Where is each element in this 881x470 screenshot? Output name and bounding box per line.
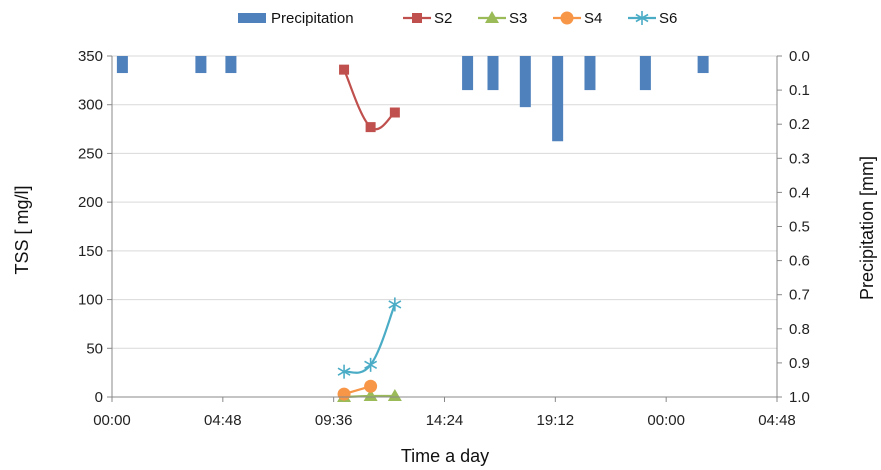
- legend-label-s4: S4: [584, 10, 602, 27]
- legend-marker-s4: [560, 11, 574, 25]
- precipitation-bars: [116, 56, 709, 142]
- legend-marker-s6: [635, 11, 649, 25]
- y-tick-label: 0: [95, 389, 103, 406]
- data-point-s2: [365, 122, 376, 133]
- y-tick-label: 50: [86, 340, 103, 357]
- data-point-s6: [388, 297, 402, 312]
- legend-label-s3: S3: [509, 10, 527, 27]
- legend-label-s2: S2: [434, 10, 452, 27]
- data-point-s6: [337, 364, 351, 379]
- precipitation-bar: [462, 56, 474, 91]
- y-tick-label: 350: [78, 48, 103, 65]
- y2-tick-label: 0.1: [789, 82, 810, 99]
- y2-tick-label: 1.0: [789, 389, 810, 406]
- star-stroke: [364, 360, 378, 370]
- star-stroke: [388, 300, 402, 309]
- star-stroke: [337, 367, 351, 376]
- precipitation-bar: [487, 56, 499, 91]
- legend-label-precipitation: Precipitation: [271, 10, 354, 27]
- precipitation-bar: [225, 56, 237, 74]
- x-tick-label: 04:48: [758, 412, 796, 429]
- x-tick-label: 19:12: [537, 412, 575, 429]
- y-tick-label: 300: [78, 97, 103, 114]
- x-tick-label: 00:00: [93, 412, 131, 429]
- x-tick-label: 14:24: [426, 412, 464, 429]
- precipitation-bar: [697, 56, 709, 74]
- precipitation-bar: [584, 56, 596, 91]
- precipitation-bar: [552, 56, 564, 142]
- legend: Precipitation S2 S3 S4 S6: [238, 10, 677, 27]
- series-lines: [337, 64, 402, 402]
- x-tick-label: 09:36: [315, 412, 353, 429]
- precipitation-bar: [116, 56, 128, 74]
- data-point-s6: [364, 357, 378, 372]
- y2-tick-label: 0.9: [789, 355, 810, 372]
- legend-label-s6: S6: [659, 10, 677, 27]
- legend-swatch-precipitation: [238, 13, 266, 23]
- x-tick-label: 00:00: [647, 412, 685, 429]
- precipitation-bar: [195, 56, 207, 74]
- series-line-s6: [343, 304, 396, 374]
- y-tick-label: 150: [78, 243, 103, 260]
- gridlines: [112, 55, 777, 398]
- y2-tick-label: 0.4: [789, 184, 810, 201]
- y-tick-label: 100: [78, 292, 103, 309]
- legend-marker-s3: [485, 11, 499, 23]
- x-tick-label: 04:48: [204, 412, 242, 429]
- y-tick-label: 200: [78, 194, 103, 211]
- data-point-s2: [389, 107, 400, 118]
- y2-tick-label: 0.8: [789, 321, 810, 338]
- y2-tick-label: 0.3: [789, 150, 810, 167]
- tick-labels: 0 50 100 150 200 250 300 350 0.0 0.1 0.2 0.3 0.4 0.5 0…: [78, 48, 810, 429]
- star-stroke: [635, 13, 649, 23]
- x-axis-title: Time a day: [401, 446, 489, 466]
- data-point-s4: [364, 379, 378, 393]
- y2-axis-title: Precipitation [mm]: [857, 156, 877, 300]
- data-point-s3: [387, 389, 402, 402]
- legend-marker-s2: [412, 13, 422, 23]
- y2-tick-label: 0.7: [789, 287, 810, 304]
- data-point-s4: [337, 387, 351, 401]
- series-line-s2: [343, 69, 396, 131]
- y2-tick-label: 0.2: [789, 116, 810, 133]
- data-point-s2: [339, 64, 350, 75]
- precipitation-bar: [639, 56, 651, 91]
- y2-tick-label: 0.5: [789, 219, 810, 236]
- data-point-s3: [363, 389, 378, 402]
- y2-tick-label: 0.0: [789, 48, 810, 65]
- y-tick-label: 250: [78, 145, 103, 162]
- axes: [107, 55, 782, 402]
- y-axis-title: TSS [ mg/l]: [12, 185, 32, 274]
- y2-tick-label: 0.6: [789, 253, 810, 270]
- precipitation-bar: [519, 56, 531, 108]
